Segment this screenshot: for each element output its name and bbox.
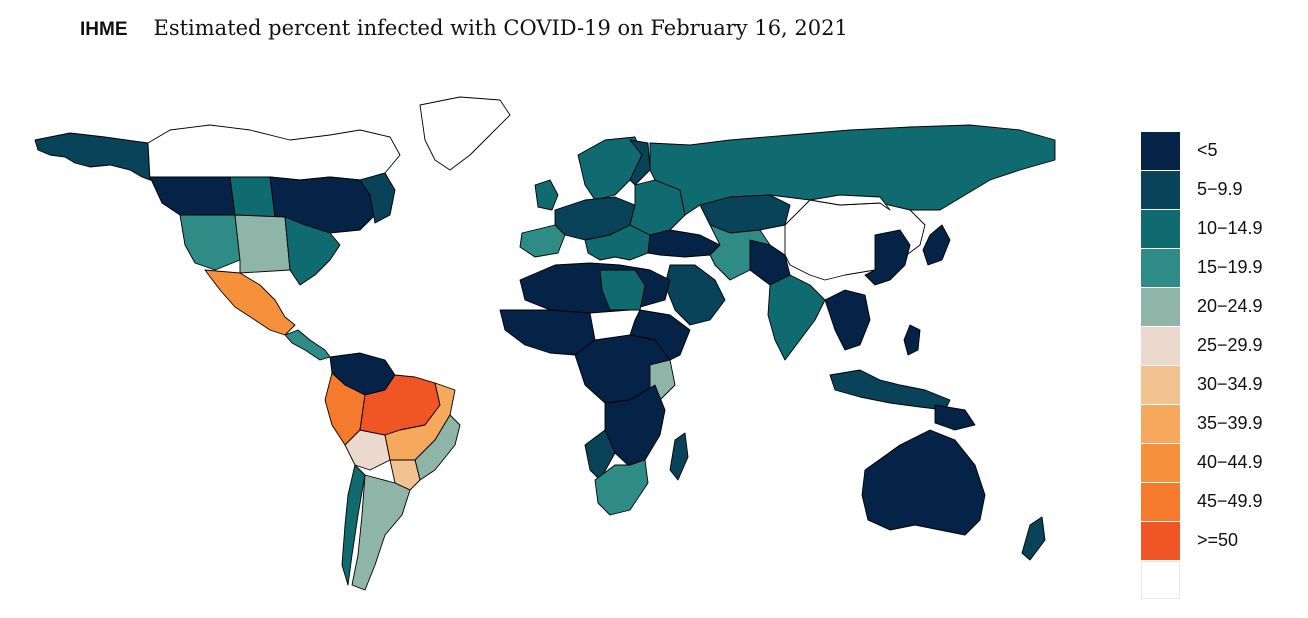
south-america	[324, 352, 461, 591]
legend-label: 45−49.9	[1197, 491, 1263, 511]
map-title: Estimated percent infected with COVID-19…	[153, 16, 848, 40]
usa-central	[234, 214, 291, 274]
quebec	[359, 172, 396, 224]
central-america	[284, 329, 331, 361]
usa-east	[284, 216, 341, 286]
iberia	[519, 224, 566, 258]
canada-prairies	[229, 176, 276, 218]
india	[767, 274, 826, 361]
legend-swatch	[1141, 248, 1180, 287]
legend-swatch	[1141, 287, 1180, 326]
legend-label: <5	[1197, 140, 1218, 160]
mexico	[204, 269, 296, 336]
north-america	[34, 96, 511, 361]
world-map	[34, 96, 1056, 591]
alaska	[34, 132, 151, 181]
europe	[519, 136, 686, 261]
mongolia	[809, 194, 891, 211]
new-zealand	[1021, 516, 1046, 561]
legend-swatch	[1141, 443, 1180, 482]
legend-item: >=50	[1141, 521, 1301, 560]
legend-label: 25−29.9	[1197, 335, 1263, 355]
australia	[861, 429, 986, 536]
legend-item: <5	[1141, 131, 1301, 170]
usa-west	[179, 214, 241, 271]
legend-item: 30−34.9	[1141, 365, 1301, 404]
legend-swatch	[1141, 209, 1180, 248]
namibia	[584, 429, 616, 481]
greenland	[419, 96, 511, 171]
legend-item: 5−9.9	[1141, 170, 1301, 209]
legend-swatch	[1141, 482, 1180, 521]
legend-label: 5−9.9	[1197, 179, 1243, 199]
legend-item: 15−19.9	[1141, 248, 1301, 287]
arabia	[664, 264, 726, 326]
brand-logo: IHME	[80, 19, 128, 40]
scandinavia	[577, 136, 643, 201]
russia-asia	[647, 124, 1056, 411]
legend-item: 20−24.9	[1141, 287, 1301, 326]
papua-new-guinea	[934, 404, 976, 431]
legend-label: 35−39.9	[1197, 413, 1263, 433]
north-africa	[519, 262, 671, 314]
legend-swatch	[1141, 404, 1180, 443]
china-east	[864, 229, 911, 286]
canada-north	[147, 124, 401, 181]
canada-west	[149, 176, 236, 216]
brazil-coast	[414, 414, 461, 481]
uk-ireland	[534, 179, 559, 211]
africa	[499, 262, 691, 516]
oceania	[861, 404, 1046, 561]
philippines	[903, 324, 921, 356]
japan-korea	[922, 224, 951, 266]
italy-balkans	[584, 224, 651, 261]
legend-swatch	[1141, 326, 1180, 365]
legend-swatch	[1141, 521, 1180, 560]
legend-swatch	[1141, 131, 1180, 170]
legend-swatch	[1141, 365, 1180, 404]
legend-item: 10−14.9	[1141, 209, 1301, 248]
legend-item: 45−49.9	[1141, 482, 1301, 521]
legend-item: 25−29.9	[1141, 326, 1301, 365]
legend-item: 35−39.9	[1141, 404, 1301, 443]
legend-item	[1141, 560, 1301, 599]
legend-label: 20−24.9	[1197, 296, 1263, 316]
west-africa	[499, 309, 596, 356]
chile	[341, 464, 366, 586]
legend-label: >=50	[1197, 530, 1239, 550]
southeast-asia	[824, 289, 871, 351]
legend-label: 10−14.9	[1197, 218, 1263, 238]
iran-central-asia	[709, 224, 771, 281]
indonesia	[829, 369, 951, 411]
legend-swatch-no-data	[1141, 560, 1180, 599]
legend-swatch	[1141, 170, 1180, 209]
map-title-row: IHME Estimated percent infected with COV…	[80, 16, 848, 50]
paraguay-uruguay	[389, 459, 421, 491]
russia	[649, 124, 1056, 216]
legend-label: 30−34.9	[1197, 374, 1263, 394]
turkey-caucasus	[647, 229, 721, 258]
madagascar	[669, 432, 689, 481]
legend-label: 40−44.9	[1197, 452, 1263, 472]
legend-item: 40−44.9	[1141, 443, 1301, 482]
south-africa	[594, 459, 649, 516]
legend-label: 15−19.9	[1197, 257, 1263, 277]
argentina	[351, 474, 411, 591]
